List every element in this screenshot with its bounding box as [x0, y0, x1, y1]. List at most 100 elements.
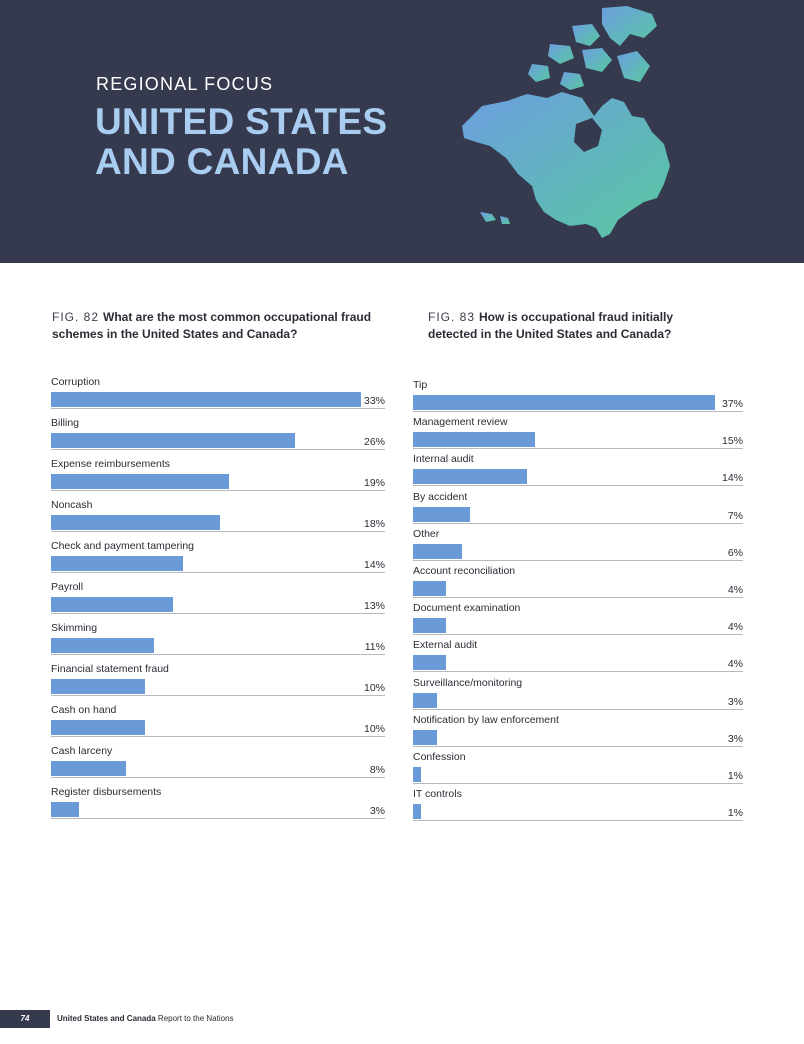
- bar-row: IT controls 1%: [413, 788, 743, 825]
- bar: [51, 515, 221, 530]
- bar: [51, 556, 183, 571]
- value-label: 4%: [727, 658, 743, 671]
- bar: [413, 804, 422, 820]
- category-label: Expense reimbursements: [51, 458, 171, 470]
- bar-row: Expense reimbursements 19%: [51, 458, 385, 499]
- bar-row: Management review 15%: [413, 416, 743, 453]
- bar: [51, 638, 155, 653]
- footer-caption: United States and Canada Report to the N…: [57, 1010, 234, 1028]
- bar: [413, 581, 446, 596]
- bar: [51, 597, 174, 612]
- value-label: 11%: [364, 641, 385, 653]
- value-label: 3%: [727, 695, 743, 708]
- category-label: Payroll: [51, 581, 84, 593]
- category-label: Document examination: [413, 602, 521, 615]
- row-divider: [51, 695, 385, 696]
- bar: [51, 392, 361, 407]
- bar: [413, 543, 462, 559]
- bar: [51, 802, 80, 817]
- row-divider: [51, 490, 385, 491]
- bar: [413, 655, 446, 671]
- bar-row: Account reconciliation 4%: [413, 565, 743, 602]
- category-label: Confession: [413, 751, 466, 763]
- category-label: Billing: [51, 417, 80, 429]
- page-number: 74: [0, 1010, 50, 1028]
- value-label: 6%: [727, 546, 743, 559]
- value-label: 14%: [363, 559, 385, 571]
- category-label: Tip: [413, 379, 428, 391]
- row-divider: [413, 559, 743, 561]
- bar: [413, 506, 471, 522]
- fig-82-bar-chart: Corruption 33% Billing 26% Expense reimburse…: [51, 376, 385, 826]
- page-title-line-2: AND CANADA: [95, 141, 349, 182]
- fig-82-title-line-2: schemes in the United States and Canada?: [52, 327, 298, 341]
- category-label: Noncash: [51, 499, 93, 511]
- value-label: 26%: [363, 436, 385, 448]
- bar-row: Billing 26%: [51, 417, 385, 458]
- value-label: 19%: [363, 477, 385, 489]
- fig-83-label: FIG. 83: [428, 310, 476, 324]
- bar: [51, 720, 145, 735]
- category-label: Notification by law enforcement: [413, 713, 559, 726]
- row-divider: [51, 408, 385, 409]
- category-label: Cash larceny: [51, 745, 113, 757]
- bar: [51, 679, 145, 694]
- bar: [413, 469, 528, 485]
- bar-row: Corruption 33%: [51, 376, 385, 417]
- row-divider: [413, 448, 743, 450]
- bar-row: Skimming 11%: [51, 622, 385, 663]
- value-label: 4%: [727, 621, 743, 634]
- value-label: 10%: [363, 723, 385, 735]
- bar-row: Register disbursements 3%: [51, 786, 385, 827]
- value-label: 33%: [363, 395, 385, 407]
- bar: [413, 692, 438, 708]
- page-title-line-1: UNITED STATES: [95, 101, 388, 142]
- fig-83-title-line-2: detected in the United States and Canada…: [428, 327, 672, 341]
- bar: [51, 433, 296, 448]
- row-divider: [413, 522, 743, 524]
- category-label: Management review: [413, 416, 508, 429]
- fig-83-title-line-1: How is occupational fraud initially: [479, 310, 674, 324]
- bar-row: Other 6%: [413, 528, 743, 565]
- bar-row: Cash on hand 10%: [51, 704, 385, 745]
- category-label: Account reconciliation: [413, 565, 516, 577]
- footer-report: Report to the Nations: [157, 1014, 234, 1023]
- bar-row: Check and payment tampering 14%: [51, 540, 385, 581]
- row-divider: [413, 745, 743, 747]
- bar-row: External audit 4%: [413, 639, 743, 676]
- row-divider: [51, 449, 385, 450]
- row-divider: [413, 671, 743, 673]
- bar: [51, 474, 230, 489]
- fig-83-heading: FIG. 83 How is occupational fraud initial…: [428, 309, 768, 343]
- value-label: 18%: [363, 518, 385, 530]
- section-kicker: REGIONAL FOCUS: [96, 74, 274, 94]
- row-divider: [51, 531, 385, 532]
- value-label: 3%: [727, 732, 743, 745]
- bar-row: Confession 1%: [413, 751, 743, 788]
- value-label: 7%: [727, 509, 743, 522]
- bar-row: Financial statement fraud 10%: [51, 663, 385, 704]
- value-label: 3%: [369, 805, 385, 817]
- north-america-map-icon: [462, 6, 670, 238]
- category-label: Internal audit: [413, 453, 474, 466]
- footer-section: United States and Canada: [57, 1014, 156, 1023]
- category-label: By accident: [413, 490, 468, 503]
- category-label: Skimming: [51, 622, 98, 634]
- value-label: 8%: [369, 764, 385, 776]
- fig-83-bar-chart: Tip 37% Management review 15% Internal audit…: [413, 379, 743, 829]
- category-label: Surveillance/monitoring: [413, 676, 523, 689]
- bar-row: Surveillance/monitoring 3%: [413, 677, 743, 714]
- row-divider: [51, 572, 385, 573]
- bar: [413, 395, 715, 410]
- fig-82-label: FIG. 82: [52, 310, 100, 324]
- row-divider: [413, 485, 743, 487]
- category-label: IT controls: [413, 788, 462, 801]
- value-label: 13%: [363, 600, 385, 612]
- row-divider: [51, 818, 385, 819]
- bar-row: Tip 37%: [413, 379, 743, 416]
- bar-row: Cash larceny 8%: [51, 745, 385, 786]
- bar: [413, 432, 536, 448]
- bar-row: Document examination 4%: [413, 602, 743, 639]
- bar-row: Payroll 13%: [51, 581, 385, 622]
- value-label: 1%: [727, 807, 743, 820]
